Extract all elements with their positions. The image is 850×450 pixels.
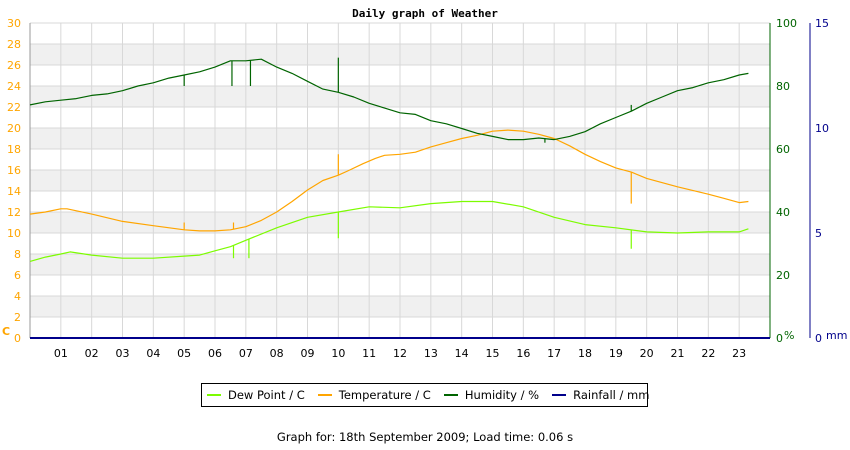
x-tick-label: 14 <box>455 347 469 360</box>
chart-legend: Dew Point / C Temperature / C Humidity / %… <box>201 383 649 407</box>
legend-item: Rainfall / mm <box>552 388 649 402</box>
x-tick-label: 23 <box>732 347 746 360</box>
x-tick-label: 19 <box>609 347 623 360</box>
series-layer <box>29 57 770 339</box>
x-tick-label: 20 <box>640 347 654 360</box>
legend-swatch <box>207 394 221 396</box>
temperature-tick-label: 28 <box>7 38 21 51</box>
temperature-c-line <box>29 129 749 232</box>
temperature-tick-label: 0 <box>14 332 21 345</box>
temperature-tick-label: 8 <box>14 248 21 261</box>
x-tick-label: 12 <box>393 347 407 360</box>
humidity-tick-label: 100 <box>776 17 797 30</box>
rainfall-tick-label: 0 <box>815 332 822 345</box>
legend-swatch <box>552 394 567 396</box>
x-tick-label: 07 <box>239 347 253 360</box>
temperature-tick-label: 24 <box>7 80 21 93</box>
x-tick-label: 11 <box>362 347 376 360</box>
temperature-tick-label: 30 <box>7 17 21 30</box>
humidity-tick-label: 20 <box>776 269 790 282</box>
legend-swatch <box>317 394 332 396</box>
rainfall-tick-label: 10 <box>815 122 829 135</box>
temperature-tick-label: 4 <box>14 290 21 303</box>
temperature-tick-label: 12 <box>7 206 21 219</box>
legend-label: Temperature / C <box>338 388 431 402</box>
humidity-line <box>29 58 749 141</box>
x-tick-label: 02 <box>85 347 99 360</box>
legend-label: Dew Point / C <box>228 388 305 402</box>
legend-label: Humidity / % <box>464 388 540 402</box>
rainfall-unit-label: mm <box>826 329 847 342</box>
weather-chart: 0246810121416182022242628300204060801000… <box>2 7 847 360</box>
temperature-tick-label: 20 <box>7 122 21 135</box>
temperature-tick-label: 26 <box>7 59 21 72</box>
legend-item: Humidity / % <box>443 388 540 402</box>
legend-label: Rainfall / mm <box>573 388 650 402</box>
grid-lines <box>30 22 770 339</box>
temperature-tick-label: 6 <box>14 269 21 282</box>
chart-title: Daily graph of Weather <box>352 7 498 20</box>
humidity-tick-label: 0 <box>776 332 783 345</box>
x-tick-label: 22 <box>701 347 715 360</box>
x-tick-label: 21 <box>671 347 685 360</box>
temperature-tick-label: 2 <box>14 311 21 324</box>
temperature-tick-label: 14 <box>7 185 21 198</box>
x-tick-label: 03 <box>116 347 130 360</box>
temperature-unit-label: C <box>2 325 10 338</box>
x-tick-label: 09 <box>301 347 315 360</box>
x-tick-label: 10 <box>331 347 345 360</box>
x-tick-label: 08 <box>270 347 284 360</box>
temperature-tick-label: 18 <box>7 143 21 156</box>
humidity-tick-label: 80 <box>776 80 790 93</box>
x-tick-label: 16 <box>516 347 530 360</box>
x-tick-label: 17 <box>547 347 561 360</box>
temperature-tick-label: 22 <box>7 101 21 114</box>
graph-footer: Graph for: 18th September 2009; Load tim… <box>276 430 574 444</box>
x-tick-label: 04 <box>146 347 160 360</box>
legend-swatch <box>443 394 458 396</box>
humidity-tick-label: 60 <box>776 143 790 156</box>
tick-labels: 0246810121416182022242628300204060801000… <box>2 17 847 360</box>
x-tick-label: 06 <box>208 347 222 360</box>
humidity-tick-label: 40 <box>776 206 790 219</box>
rainfall-tick-label: 15 <box>815 17 829 30</box>
legend-item: Dew Point / C <box>207 388 305 402</box>
x-tick-label: 18 <box>578 347 592 360</box>
humidity-unit-label: % <box>784 329 794 342</box>
rainfall-tick-label: 5 <box>815 227 822 240</box>
temperature-tick-label: 16 <box>7 164 21 177</box>
legend-item: Temperature / C <box>317 388 431 402</box>
x-tick-label: 01 <box>54 347 68 360</box>
temperature-tick-label: 10 <box>7 227 21 240</box>
x-tick-label: 15 <box>486 347 500 360</box>
x-tick-label: 13 <box>424 347 438 360</box>
x-tick-label: 05 <box>177 347 191 360</box>
